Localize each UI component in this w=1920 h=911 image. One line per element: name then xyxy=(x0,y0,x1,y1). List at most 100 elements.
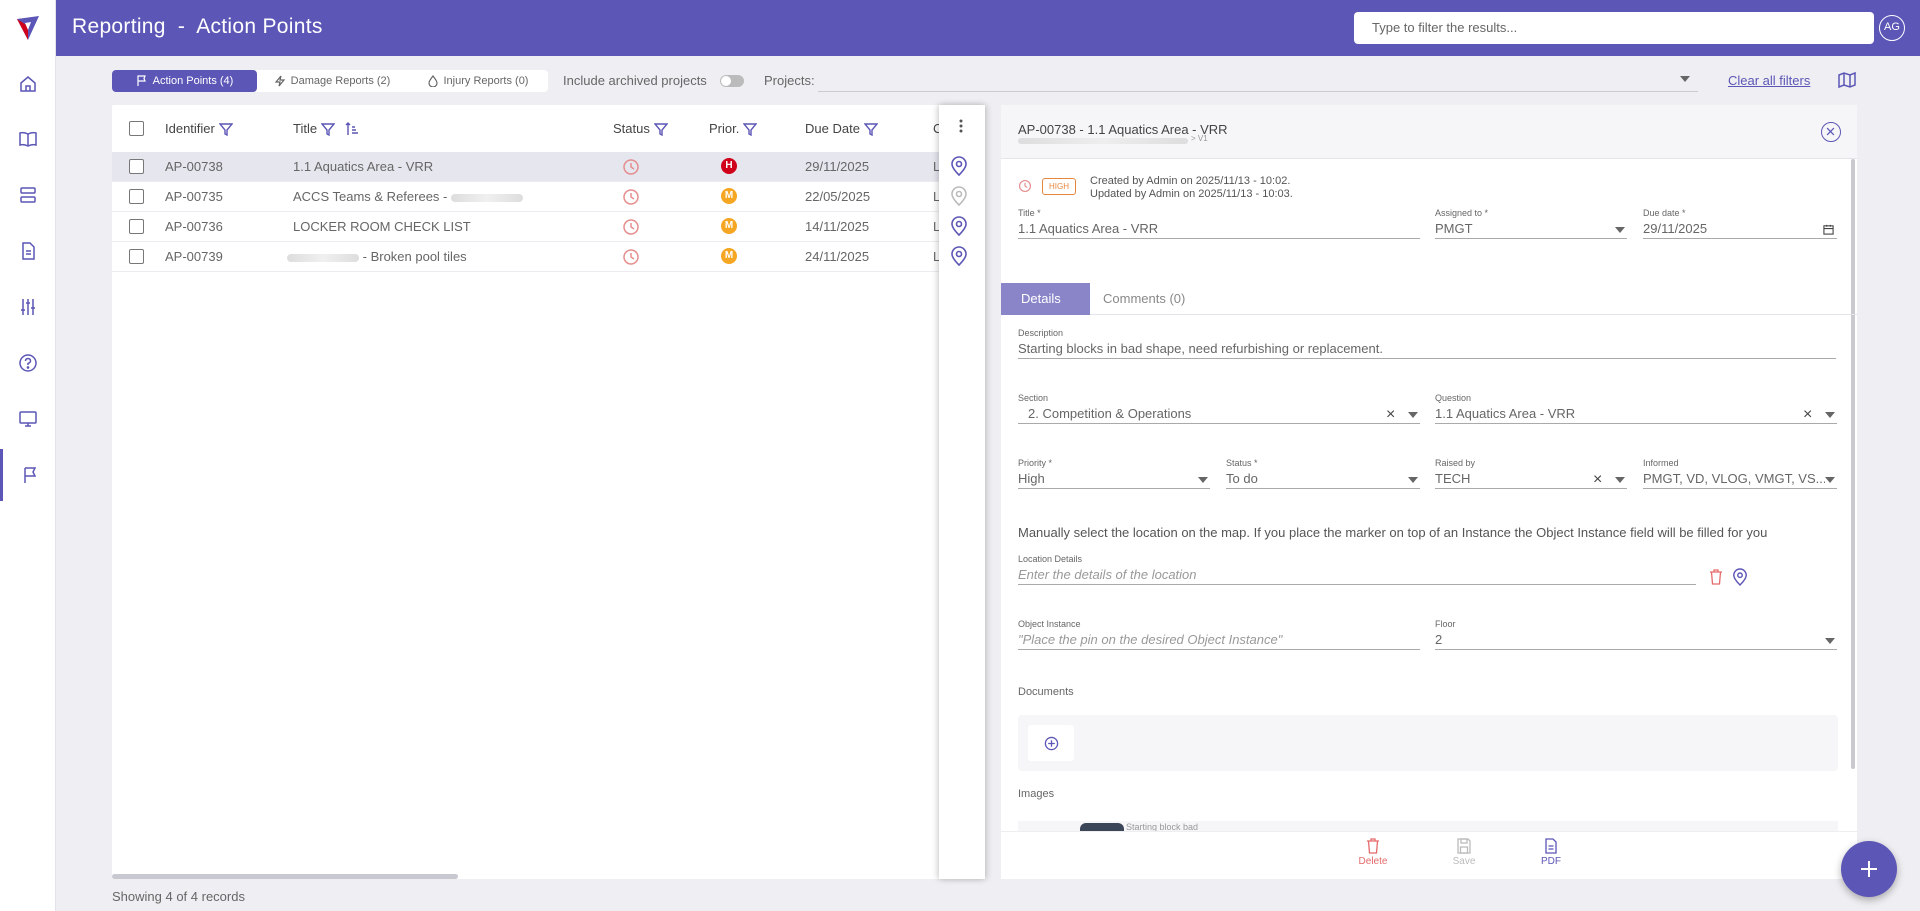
document-icon xyxy=(22,242,35,260)
column-header-title[interactable]: Title xyxy=(293,121,359,136)
chevron-down-icon xyxy=(1198,477,1208,483)
clock-icon xyxy=(623,219,639,235)
book-icon xyxy=(19,131,37,147)
column-header-identifier[interactable]: Identifier xyxy=(165,121,233,136)
priority-select[interactable]: High xyxy=(1018,471,1210,489)
description-field[interactable]: Starting blocks in bad shape, need refur… xyxy=(1018,341,1836,359)
map-hint-text: Manually select the location on the map.… xyxy=(1018,525,1768,540)
archived-toggle[interactable] xyxy=(720,75,744,87)
column-label: Prior. xyxy=(709,121,740,136)
row-checkbox[interactable] xyxy=(129,249,144,264)
image-thumbnail[interactable] xyxy=(1080,823,1124,831)
table-row[interactable]: AP-00738 1.1 Aquatics Area - VRR H 29/11… xyxy=(112,152,940,182)
chevron-down-icon xyxy=(1408,412,1418,418)
section-select[interactable]: 2. Competition & Operations × xyxy=(1018,406,1420,424)
clock-icon xyxy=(1018,179,1032,193)
add-document-button[interactable] xyxy=(1028,725,1074,761)
archived-label: Include archived projects xyxy=(563,73,707,88)
chevron-down-icon xyxy=(1825,477,1835,483)
row-title-text: ACCS Teams & Referees - xyxy=(293,189,448,204)
column-header-status[interactable]: Status xyxy=(613,121,668,136)
more-options-icon[interactable] xyxy=(954,118,968,134)
tab-damage-reports[interactable]: Damage Reports (2) xyxy=(257,70,407,92)
delete-button[interactable]: Delete xyxy=(1343,838,1403,867)
tab-action-points[interactable]: Action Points (4) xyxy=(112,70,257,92)
question-select[interactable]: 1.1 Aquatics Area - VRR × xyxy=(1435,406,1837,424)
pdf-button[interactable]: PDF xyxy=(1521,838,1581,867)
tab-injury-reports[interactable]: Injury Reports (0) xyxy=(407,70,548,92)
assigned-label: Assigned to * xyxy=(1435,208,1489,218)
map-pin-icon[interactable] xyxy=(950,216,968,236)
section-label: Section xyxy=(1018,393,1049,403)
select-all-checkbox[interactable] xyxy=(129,121,144,136)
table-row[interactable]: AP-00739 - Broken pool tiles M 24/11/202… xyxy=(112,242,940,272)
tab-comments[interactable]: Comments (0) xyxy=(1103,291,1186,306)
filter-icon[interactable] xyxy=(863,122,878,136)
informed-select[interactable]: PMGT, VD, VLOG, VMGT, VS... xyxy=(1643,471,1837,489)
documents-label: Documents xyxy=(1018,686,1074,698)
row-checkbox[interactable] xyxy=(129,219,144,234)
sidebar-item-library[interactable] xyxy=(0,113,56,165)
sidebar-item-layers[interactable] xyxy=(0,169,56,221)
vertical-scrollbar[interactable] xyxy=(1851,159,1855,769)
sidebar-item-action-points[interactable] xyxy=(0,449,56,501)
row-checkbox[interactable] xyxy=(129,159,144,174)
table-row[interactable]: AP-00735 ACCS Teams & Referees - M 22/05… xyxy=(112,182,940,212)
sidebar-item-settings[interactable] xyxy=(0,281,56,333)
redacted-text xyxy=(287,253,359,262)
sliders-icon xyxy=(21,299,35,315)
filter-icon[interactable] xyxy=(653,122,668,136)
row-identifier: AP-00738 xyxy=(165,159,223,174)
app-logo[interactable] xyxy=(14,14,42,42)
sidebar-item-monitor[interactable] xyxy=(0,393,56,445)
horizontal-scrollbar[interactable] xyxy=(112,874,458,879)
add-action-point-button[interactable] xyxy=(1841,841,1897,897)
column-header-due-date[interactable]: Due Date xyxy=(805,121,878,136)
map-pin-icon[interactable] xyxy=(1732,568,1748,586)
floor-select[interactable]: 2 xyxy=(1435,632,1837,650)
raised-by-select[interactable]: TECH × xyxy=(1435,471,1627,489)
row-checkbox[interactable] xyxy=(129,189,144,204)
status-label: Status * xyxy=(1226,458,1258,468)
column-header-clipped[interactable]: C xyxy=(933,121,940,136)
tab-details[interactable]: Details xyxy=(1001,283,1090,315)
trash-icon[interactable] xyxy=(1709,569,1723,585)
images-label: Images xyxy=(1018,788,1055,800)
column-header-priority[interactable]: Prior. xyxy=(709,121,758,136)
sidebar-item-help[interactable] xyxy=(0,337,56,389)
filter-icon[interactable] xyxy=(321,122,336,136)
chevron-down-icon xyxy=(1615,227,1625,233)
apps-grid-icon[interactable] xyxy=(1837,17,1859,39)
sidebar-item-home[interactable] xyxy=(0,58,56,110)
documents-area xyxy=(1018,715,1838,771)
map-pin-icon[interactable] xyxy=(950,186,968,206)
sort-ascending-icon[interactable] xyxy=(345,121,359,136)
map-icon[interactable] xyxy=(1838,71,1856,89)
global-search-input[interactable]: Type to filter the results... xyxy=(1354,12,1874,44)
clear-all-filters-link[interactable]: Clear all filters xyxy=(1728,73,1811,88)
projects-select[interactable] xyxy=(818,70,1698,92)
chevron-down-icon xyxy=(1680,76,1690,82)
sidebar-item-documents[interactable] xyxy=(0,225,56,277)
row-clipped-cell: L xyxy=(933,249,940,264)
status-select[interactable]: To do xyxy=(1226,471,1420,489)
assigned-select[interactable]: PMGT xyxy=(1435,221,1627,239)
due-date-field[interactable]: 29/11/2025 xyxy=(1643,221,1837,239)
save-button[interactable]: Save xyxy=(1434,838,1494,867)
table-row[interactable]: AP-00736 LOCKER ROOM CHECK LIST M 14/11/… xyxy=(112,212,940,242)
close-button[interactable] xyxy=(1821,122,1841,142)
row-title-text: - Broken pool tiles xyxy=(362,249,467,264)
layers-icon xyxy=(20,187,36,203)
clear-icon[interactable]: × xyxy=(1386,406,1396,423)
map-pin-icon[interactable] xyxy=(950,156,968,176)
clear-icon[interactable]: × xyxy=(1593,471,1603,488)
object-instance-field[interactable]: "Place the pin on the desired Object Ins… xyxy=(1018,632,1420,650)
filter-icon[interactable] xyxy=(218,122,233,136)
clear-icon[interactable]: × xyxy=(1803,406,1813,423)
map-pin-icon[interactable] xyxy=(950,246,968,266)
filter-icon[interactable] xyxy=(743,122,758,136)
calendar-icon[interactable] xyxy=(1823,224,1834,235)
location-details-input[interactable]: Enter the details of the location xyxy=(1018,567,1696,585)
user-avatar[interactable]: AG xyxy=(1879,15,1905,41)
title-field[interactable]: 1.1 Aquatics Area - VRR xyxy=(1018,221,1420,239)
